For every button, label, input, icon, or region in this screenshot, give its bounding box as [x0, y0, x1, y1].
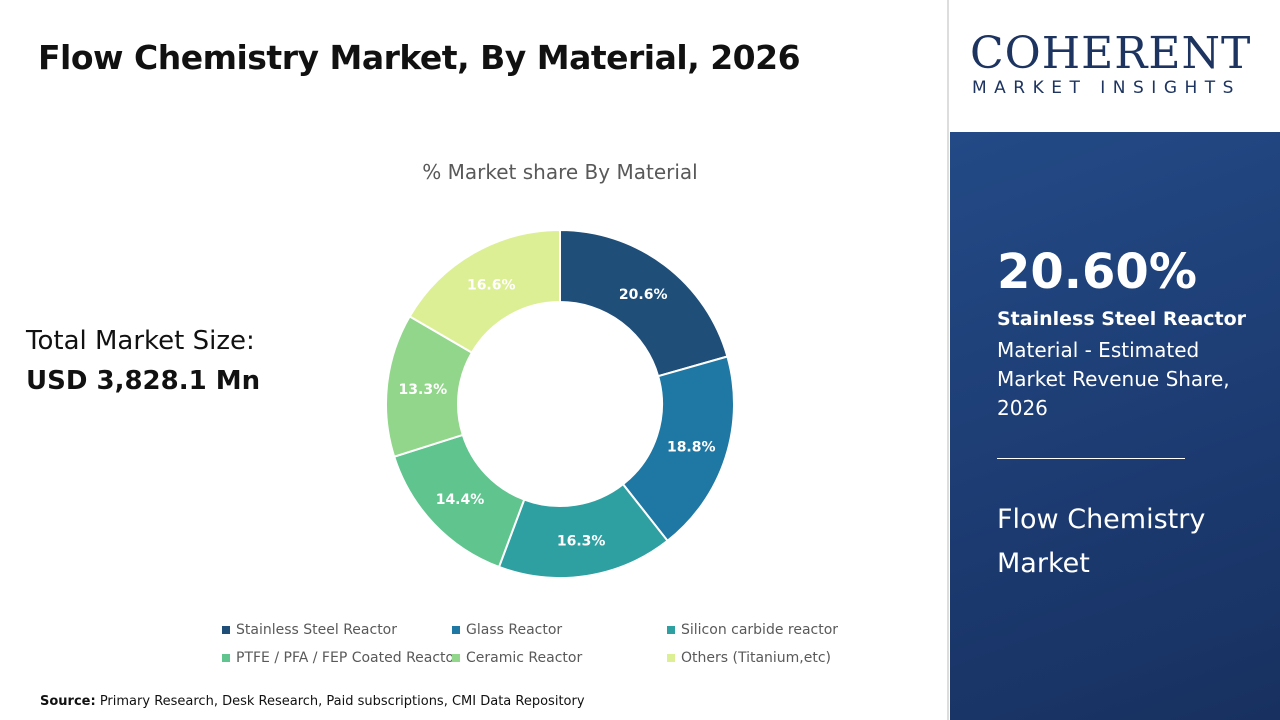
logo: COHERENT MARKET INSIGHTS [950, 0, 1280, 130]
source-note: Source: Primary Research, Desk Research,… [40, 694, 585, 709]
legend-swatch [667, 626, 675, 634]
legend-label: Stainless Steel Reactor [236, 622, 397, 638]
highlight-panel: 20.60% Stainless Steel Reactor Material … [950, 132, 1280, 720]
slice-label: 20.6% [619, 287, 668, 303]
total-market-label: Total Market Size: [26, 326, 255, 356]
highlight-percent: 20.60% [997, 244, 1197, 300]
legend-item: Others (Titanium,etc) [667, 650, 831, 666]
total-market-value: USD 3,828.1 Mn [26, 366, 261, 396]
slice-label: 16.6% [467, 277, 516, 293]
legend-item: Glass Reactor [452, 622, 562, 638]
legend-item: Silicon carbide reactor [667, 622, 838, 638]
legend-label: Silicon carbide reactor [681, 622, 839, 638]
legend-item: Ceramic Reactor [452, 650, 582, 666]
slice-label: 13.3% [399, 382, 448, 398]
legend-item: PTFE / PFA / FEP Coated Reactor [222, 650, 460, 666]
legend-swatch [452, 654, 460, 662]
slice-label: 14.4% [436, 492, 485, 508]
source-text: Primary Research, Desk Research, Paid su… [95, 694, 585, 709]
slice-label: 18.8% [667, 440, 716, 456]
legend-swatch [667, 654, 675, 662]
legend-swatch [222, 654, 230, 662]
divider [947, 0, 949, 720]
legend-label: Glass Reactor [466, 622, 563, 638]
legend-label: Others (Titanium,etc) [681, 650, 832, 666]
market-name: Flow Chemistry Market [997, 504, 1206, 579]
logo-tagline: MARKET INSIGHTS [972, 78, 1241, 98]
highlight-description: Material - Estimated Market Revenue Shar… [997, 338, 1230, 420]
page-title: Flow Chemistry Market, By Material, 2026 [38, 38, 801, 77]
logo-name: COHERENT [970, 28, 1252, 79]
chart-title: % Market share By Material [422, 160, 698, 184]
legend-item: Stainless Steel Reactor [222, 622, 397, 638]
highlight-segment: Stainless Steel Reactor [997, 308, 1247, 330]
donut-slice [408, 228, 561, 354]
donut-slice [559, 228, 729, 378]
legend-label: Ceramic Reactor [466, 650, 583, 666]
source-label: Source: [40, 694, 96, 709]
legend-swatch [452, 626, 460, 634]
legend-label: PTFE / PFA / FEP Coated Reactor [236, 650, 460, 666]
slice-label: 16.3% [557, 533, 606, 549]
panel-divider [997, 458, 1185, 459]
legend-swatch [222, 626, 230, 634]
